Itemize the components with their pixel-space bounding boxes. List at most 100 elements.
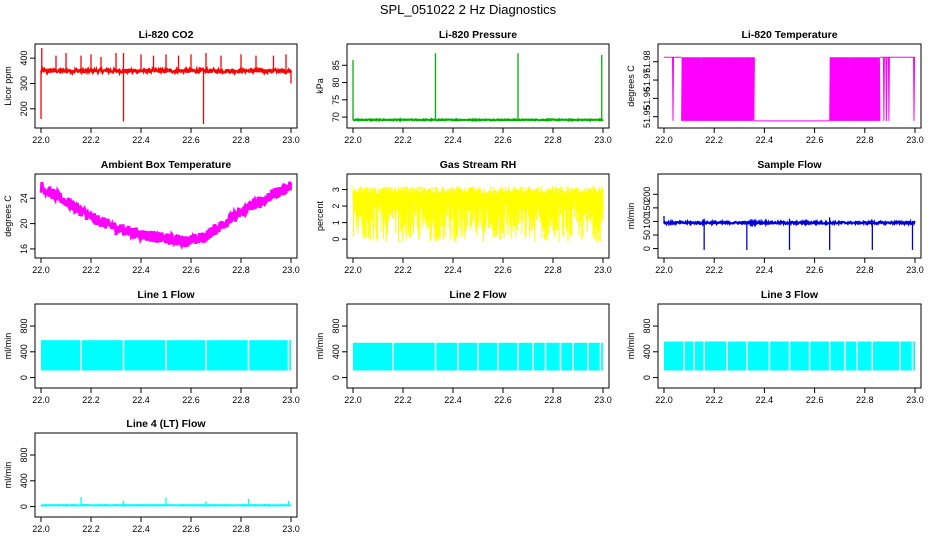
series-7 — [353, 341, 603, 372]
x-tick-label: 23.0 — [594, 395, 612, 405]
y-tick-label: 75 — [331, 95, 341, 105]
x-tick-label: 23.0 — [282, 135, 300, 145]
chart-panel-7: Line 2 Flow 22.0 22.2 22.4 22.6 22.8 23.0 0 400 8… — [315, 289, 612, 405]
x-tick-label: 23.0 — [906, 395, 924, 405]
y-tick-label: 200 — [19, 101, 29, 116]
y-tick-label: 150 — [642, 200, 652, 215]
plot-frame — [346, 303, 610, 389]
x-tick-label: 22.8 — [856, 135, 874, 145]
y-tick-label: 0 — [19, 504, 29, 509]
x-tick-label: 22.6 — [494, 265, 512, 275]
x-tick-label: 22.8 — [232, 395, 250, 405]
y-tick-label: 51.96 — [642, 87, 652, 110]
series-9 — [40, 496, 292, 507]
y-tick-label: 80 — [331, 78, 341, 88]
x-tick-label: 22.2 — [394, 135, 412, 145]
x-tick-label: 22.0 — [32, 395, 50, 405]
x-tick-label: 22.0 — [344, 265, 362, 275]
y-tick-label: 85 — [331, 60, 341, 70]
chart-title: Line 4 (LT) Flow — [126, 418, 206, 430]
x-tick-label: 22.8 — [232, 524, 250, 534]
series-line — [879, 56, 915, 121]
x-tick-label: 22.0 — [655, 395, 673, 405]
y-axis-label: percent — [315, 200, 325, 231]
x-tick-label: 22.2 — [394, 395, 412, 405]
y-tick-label: 300 — [19, 76, 29, 91]
figure-title: SPL_051022 2 Hz Diagnostics — [379, 2, 557, 17]
x-tick-label: 22.6 — [806, 135, 824, 145]
y-axis-label: Licor ppm — [3, 66, 13, 106]
plot-frame — [34, 173, 298, 259]
x-tick-label: 22.0 — [655, 135, 673, 145]
x-tick-label: 23.0 — [282, 265, 300, 275]
x-tick-label: 22.2 — [705, 395, 723, 405]
x-tick-label: 22.8 — [856, 395, 874, 405]
y-tick-label: 400 — [642, 344, 652, 359]
y-tick-label: 800 — [642, 319, 652, 334]
y-tick-label: 800 — [19, 448, 29, 463]
y-tick-label: 0 — [642, 375, 652, 380]
y-axis-label: degrees C — [3, 195, 13, 237]
y-tick-label: 100 — [642, 214, 652, 229]
plot-frame — [34, 43, 298, 129]
y-tick-label: 51.95 — [642, 105, 652, 128]
x-tick-label: 22.0 — [344, 135, 362, 145]
y-tick-label: 2 — [331, 204, 341, 209]
y-tick-label: 0 — [642, 246, 652, 251]
chart-title: Ambient Box Temperature — [101, 159, 232, 171]
x-tick-label: 22.8 — [544, 395, 562, 405]
x-tick-label: 22.6 — [494, 395, 512, 405]
series-line — [829, 57, 851, 121]
y-tick-label: 20 — [19, 219, 29, 229]
x-tick-label: 22.4 — [756, 265, 774, 275]
chart-panel-9: Line 4 (LT) Flow 22.0 22.2 22.4 22.6 22.8 23.0… — [3, 418, 300, 534]
y-axis-label: ml/min — [3, 462, 13, 489]
series-5 — [663, 216, 916, 250]
chart-title: Line 3 Flow — [761, 289, 819, 301]
chart-title: Li-820 Temperature — [741, 29, 837, 41]
plot-frame — [657, 173, 922, 259]
y-axis-label: ml/min — [315, 333, 325, 360]
y-tick-label: 400 — [19, 51, 29, 66]
series-line — [39, 181, 293, 251]
plot-frame — [346, 43, 610, 129]
chart-title: Gas Stream RH — [440, 159, 516, 171]
series-line — [40, 503, 292, 507]
y-axis-label: ml/min — [3, 333, 13, 360]
series-line — [849, 57, 881, 121]
x-tick-label: 23.0 — [906, 265, 924, 275]
x-tick-label: 22.0 — [32, 524, 50, 534]
y-tick-label: 3 — [331, 187, 341, 192]
x-tick-label: 22.6 — [806, 265, 824, 275]
chart-panel-3: Ambient Box Temperature 22.0 22.2 22.4 22.6 2… — [3, 159, 300, 275]
x-tick-label: 22.6 — [182, 135, 200, 145]
plot-frame — [346, 173, 610, 259]
y-tick-label: 50 — [642, 230, 652, 240]
x-tick-label: 22.2 — [82, 265, 100, 275]
y-tick-label: 51.98 — [642, 50, 652, 73]
series-1 — [352, 53, 604, 123]
chart-panel-5: Sample Flow 22.0 22.2 22.4 22.6 22.8 23.0 0 5010… — [626, 159, 924, 275]
y-tick-label: 24 — [19, 193, 29, 203]
x-tick-label: 22.8 — [856, 265, 874, 275]
y-tick-label: 70 — [331, 112, 341, 122]
x-tick-label: 22.6 — [182, 265, 200, 275]
x-tick-label: 22.6 — [182, 524, 200, 534]
series-3 — [39, 181, 293, 251]
y-tick-label: 1 — [331, 220, 341, 225]
x-tick-label: 23.0 — [282, 524, 300, 534]
x-tick-label: 22.4 — [444, 135, 462, 145]
x-tick-label: 22.6 — [806, 395, 824, 405]
x-tick-label: 22.4 — [444, 265, 462, 275]
plot-frame — [657, 303, 922, 389]
chart-panel-0: Li-820 CO2 22.0 22.2 22.4 22.6 22.8 23.0 200 300… — [3, 29, 300, 145]
x-tick-label: 22.0 — [32, 135, 50, 145]
x-tick-label: 22.4 — [756, 135, 774, 145]
series-2 — [664, 56, 915, 122]
x-tick-label: 22.8 — [232, 265, 250, 275]
chart-title: Sample Flow — [757, 159, 822, 171]
x-tick-label: 23.0 — [282, 395, 300, 405]
plot-frame — [657, 43, 922, 129]
y-tick-label: 16 — [19, 244, 29, 254]
y-axis-label: degrees C — [626, 65, 636, 107]
